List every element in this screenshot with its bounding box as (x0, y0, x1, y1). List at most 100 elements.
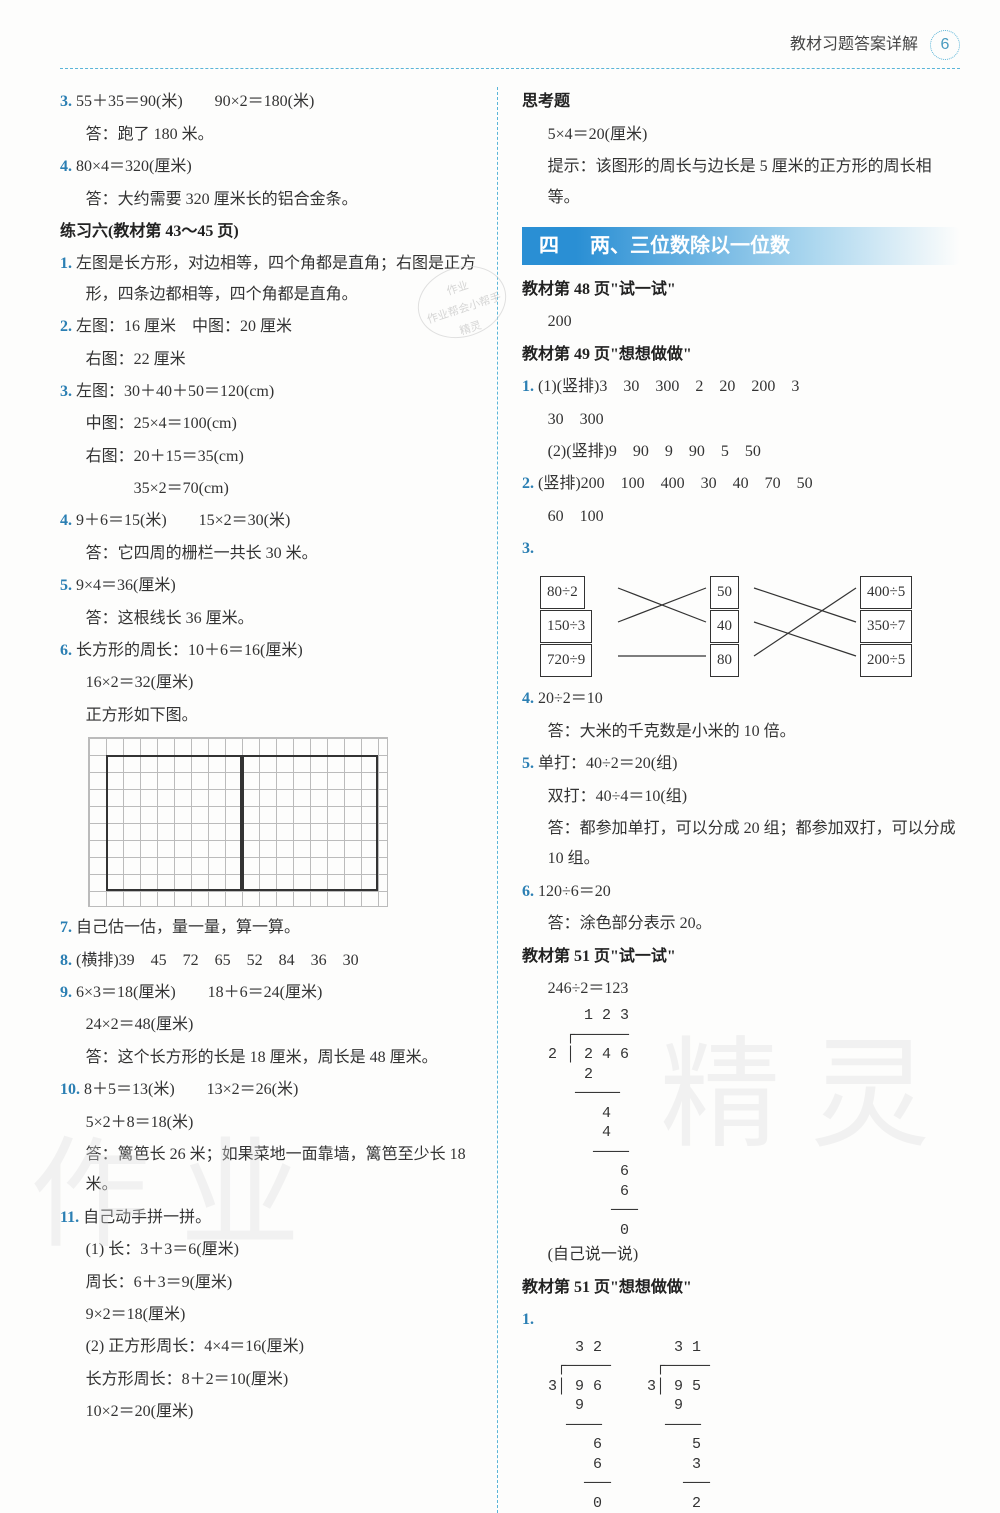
item-number: 2. (522, 475, 534, 492)
answer: 答：大约需要 320 厘米长的铝合金条。 (60, 185, 483, 215)
item-number: 11. (60, 1209, 79, 1226)
item-text: 9×4＝36(厘米) (76, 577, 176, 594)
item-text: 中图：25×4＝100(cm) (60, 409, 483, 439)
item: 1. (1)(竖排)3 30 300 2 20 200 3 (522, 372, 960, 402)
chapter-number: 四 (522, 227, 576, 265)
match-box: 50 (710, 576, 739, 609)
answer: 答：大米的千克数是小米的 10 倍。 (522, 717, 960, 747)
item-text: 右图：22 厘米 (60, 345, 483, 375)
answer: 答：都参加单打，可以分成 20 组；都参加双打，可以分成 10 组。 (522, 814, 960, 875)
item-text: (竖排)200 100 400 30 40 70 50 (538, 475, 813, 492)
item-text: (自己说一说) (522, 1240, 960, 1270)
item: 3. 55＋35＝90(米) 90×2＝180(米) (60, 87, 483, 117)
right-column: 思考题 5×4＝20(厘米) 提示：该图形的周长与边长是 5 厘米的正方形的周长… (516, 87, 960, 1513)
item: 1. (522, 1305, 960, 1335)
matching-figure: 80÷2150÷3720÷9504080400÷5350÷7200÷5 (540, 568, 960, 678)
item: 6. 长方形的周长：10＋6＝16(厘米) (60, 636, 483, 666)
item-number: 9. (60, 984, 72, 1001)
rectangle-shape (242, 755, 378, 891)
item-text: 60 100 (522, 502, 960, 532)
item: 6. 120÷6＝20 (522, 877, 960, 907)
item-number: 4. (60, 158, 72, 175)
item: 2. (竖排)200 100 400 30 40 70 50 (522, 469, 960, 499)
item-number: 5. (60, 577, 72, 594)
match-box: 80 (710, 644, 739, 677)
item-text: (横排)39 45 72 65 52 84 36 30 (76, 952, 359, 969)
item-text: 双打：40÷4＝10(组) (522, 782, 960, 812)
item-text: 80×4＝320(厘米) (76, 158, 192, 175)
match-box: 720÷9 (540, 644, 592, 677)
item-number: 3. (60, 383, 72, 400)
match-box: 200÷5 (860, 644, 912, 677)
item-text: (2) 正方形周长：4×4＝16(厘米) (60, 1332, 483, 1362)
long-division: 1 2 3 ┌────── 2 │ 2 4 6 2 ───── 4 4 ────… (548, 1006, 960, 1240)
item-text: 单打：40÷2＝20(组) (538, 755, 677, 772)
item-text: 20÷2＝10 (538, 690, 603, 707)
item: 10. 8＋5＝13(米) 13×2＝26(米) (60, 1075, 483, 1105)
item-text: 55＋35＝90(米) 90×2＝180(米) (76, 93, 314, 110)
answer: 答：它四周的栅栏一共长 30 米。 (60, 539, 483, 569)
item-number: 1. (522, 378, 534, 395)
item-text: 左图：30＋40＋50＝120(cm) (76, 383, 274, 400)
item-text: 120÷6＝20 (538, 883, 611, 900)
item-number: 6. (522, 883, 534, 900)
item-number: 5. (522, 755, 534, 772)
item-text: (1)(竖排)3 30 300 2 20 200 3 (538, 378, 799, 395)
page-number: 6 (930, 30, 960, 60)
match-box: 150÷3 (540, 610, 592, 643)
item-text: (1) 长：3＋3＝6(厘米) (60, 1235, 483, 1265)
item-text: 自己动手拼一拼。 (83, 1209, 211, 1226)
item-text: 长方形周长：8＋2＝10(厘米) (60, 1365, 483, 1395)
item-text: 正方形如下图。 (60, 701, 483, 731)
item-text: 10×2＝20(厘米) (60, 1397, 483, 1427)
item-text: (2)(竖排)9 90 9 90 5 50 (522, 437, 960, 467)
item-number: 4. (60, 512, 72, 529)
chapter-title: 两、三位数除以一位数 (576, 227, 960, 265)
square-shape (106, 755, 242, 891)
answer: 答：涂色部分表示 20。 (522, 909, 960, 939)
item-number: 1. (60, 255, 72, 272)
item-text: 自己估一估，量一量，算一算。 (76, 919, 300, 936)
item-text: 24×2＝48(厘米) (60, 1010, 483, 1040)
match-box: 40 (710, 610, 739, 643)
answer: 答：这根线长 36 厘米。 (60, 604, 483, 634)
item-text: 6×3＝18(厘米) 18＋6＝24(厘米) (76, 984, 322, 1001)
item-text: 30 300 (522, 405, 960, 435)
item-text: 提示：该图形的周长与边长是 5 厘米的正方形的周长相等。 (522, 152, 960, 213)
answer: 答：篱笆长 26 米；如果菜地一面靠墙，篱笆至少长 18 米。 (60, 1140, 483, 1201)
section-heading: 教材第 49 页"想想做做" (522, 340, 960, 370)
item: 4. 80×4＝320(厘米) (60, 152, 483, 182)
item-text: 35×2＝70(cm) (60, 474, 483, 504)
section-heading: 思考题 (522, 87, 960, 117)
item-number: 4. (522, 690, 534, 707)
item-text: 200 (522, 307, 960, 337)
item: 4. 9＋6＝15(米) 15×2＝30(米) (60, 506, 483, 536)
item-number: 8. (60, 952, 72, 969)
two-column-layout: 作业 作业帮会小帮手 精灵 3. 55＋35＝90(米) 90×2＝180(米)… (60, 87, 960, 1513)
item-number: 3. (60, 93, 72, 110)
left-column: 作业 作业帮会小帮手 精灵 3. 55＋35＝90(米) 90×2＝180(米)… (60, 87, 498, 1513)
item-number: 3. (522, 540, 534, 557)
item: 11. 自己动手拼一拼。 (60, 1203, 483, 1233)
item-text: 左图：16 厘米 中图：20 厘米 (76, 318, 292, 335)
section-heading: 教材第 51 页"试一试" (522, 942, 960, 972)
match-box: 400÷5 (860, 576, 912, 609)
long-division-pair: 3 2 3 1 ┌───── ┌───── 3│ 9 6 3│ 9 5 9 9 … (548, 1338, 960, 1513)
match-box: 350÷7 (860, 610, 912, 643)
item: 5. 单打：40÷2＝20(组) (522, 749, 960, 779)
section-heading: 练习六(教材第 43～45 页) (60, 217, 483, 247)
section-heading: 教材第 48 页"试一试" (522, 275, 960, 305)
item-text: 5×2＋8＝18(米) (60, 1108, 483, 1138)
item: 3. (522, 534, 960, 564)
item-text: 9×2＝18(厘米) (60, 1300, 483, 1330)
item: 8. (横排)39 45 72 65 52 84 36 30 (60, 946, 483, 976)
item-number: 10. (60, 1081, 80, 1098)
item: 3. 左图：30＋40＋50＝120(cm) (60, 377, 483, 407)
item-number: 6. (60, 642, 72, 659)
item-text: 长方形的周长：10＋6＝16(厘米) (76, 642, 303, 659)
section-heading: 教材第 51 页"想想做做" (522, 1273, 960, 1303)
item-number: 2. (60, 318, 72, 335)
item-text: 16×2＝32(厘米) (60, 668, 483, 698)
item-number: 7. (60, 919, 72, 936)
answer: 答：跑了 180 米。 (60, 120, 483, 150)
